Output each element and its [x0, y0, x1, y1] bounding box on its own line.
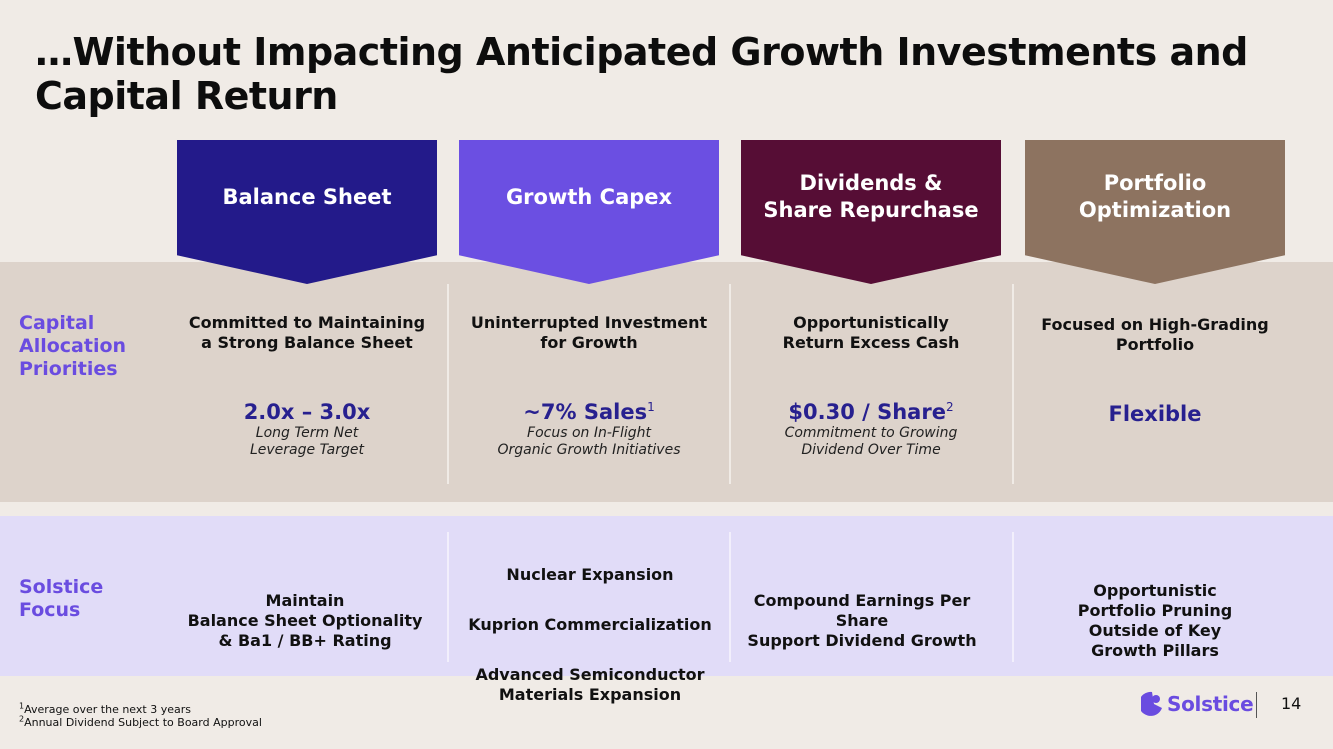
priority-subtext: Commitment to Growing Dividend Over Time [784, 425, 958, 458]
pillar-balance-sheet: Balance Sheet [177, 140, 437, 284]
footnote-ref: 2 [945, 400, 954, 414]
column-divider [447, 532, 449, 662]
focus-item: Maintain Balance Sheet Optionality & Ba1… [187, 591, 423, 650]
solstice-focus-band [0, 516, 1333, 676]
column-divider [729, 284, 731, 484]
focus-growth-capex: Nuclear Expansion Kuprion Commercializat… [455, 545, 725, 725]
focus-item: Kuprion Commercialization [468, 615, 712, 634]
priority-heading: Opportunistically Return Excess Cash [782, 313, 960, 352]
focus-portfolio-optimization: Opportunistic Portfolio Pruning Outside … [1020, 561, 1290, 681]
pillar-label: Growth Capex [505, 184, 673, 209]
focus-item: Opportunistic Portfolio Pruning Outside … [1077, 581, 1233, 660]
focus-balance-sheet: Maintain Balance Sheet Optionality & Ba1… [170, 571, 440, 671]
column-divider [729, 532, 731, 662]
pillar-label: Dividends & Share Repurchase [763, 171, 979, 222]
solstice-logo: Solstice [1141, 691, 1254, 717]
priority-heading: Uninterrupted Investment for Growth [470, 313, 708, 352]
focus-dividends: Compound Earnings Per Share Support Divi… [727, 571, 997, 671]
logo-divider [1256, 692, 1257, 718]
row-label-solstice-focus: Solstice Focus [19, 576, 104, 621]
pillar-label: Portfolio Optimization [1078, 171, 1232, 222]
page-number: 14 [1281, 694, 1302, 713]
footnotes: 1Average over the next 3 years 2Annual D… [19, 701, 262, 729]
priority-heading: Committed to Maintaining a Strong Balanc… [188, 313, 426, 352]
focus-item: Nuclear Expansion [506, 565, 674, 584]
focus-item: Advanced Semiconductor Materials Expansi… [475, 665, 705, 704]
priority-heading: Focused on High-Grading Portfolio [1041, 315, 1269, 354]
priority-metric: ~7% Sales1 [523, 400, 655, 424]
pillar-label: Balance Sheet [222, 184, 392, 209]
priority-portfolio-optimization: Focused on High-Grading Portfolio Flexib… [1020, 315, 1290, 427]
column-divider [1012, 532, 1014, 662]
column-divider [447, 284, 449, 484]
priority-metric: Flexible [1108, 402, 1202, 426]
priority-growth-capex: Uninterrupted Investment for Growth ~7% … [454, 313, 724, 459]
capital-allocation-band [0, 262, 1333, 502]
focus-item: Compound Earnings Per Share Support Divi… [747, 591, 977, 650]
priority-metric: $0.30 / Share2 [788, 400, 954, 424]
page-title: …Without Impacting Anticipated Growth In… [35, 30, 1248, 118]
row-label-capital-allocation-priorities: Capital Allocation Priorities [19, 312, 127, 380]
pillar-portfolio-optimization: Portfolio Optimization [1025, 140, 1285, 284]
priority-metric: 2.0x – 3.0x [243, 400, 371, 424]
priority-subtext: Focus on In-Flight Organic Growth Initia… [497, 425, 681, 458]
priority-dividends: Opportunistically Return Excess Cash $0.… [736, 313, 1006, 459]
column-divider [1012, 284, 1014, 484]
footnote-ref: 1 [647, 400, 655, 414]
pillar-growth-capex: Growth Capex [459, 140, 719, 284]
pillar-dividends-share-repurchase: Dividends & Share Repurchase [741, 140, 1001, 284]
footnote: 2Annual Dividend Subject to Board Approv… [19, 714, 262, 729]
priority-balance-sheet: Committed to Maintaining a Strong Balanc… [172, 313, 442, 459]
logo-text: Solstice [1167, 692, 1254, 716]
solstice-logo-icon [1141, 691, 1162, 716]
priority-subtext: Long Term Net Leverage Target [249, 425, 364, 458]
footnote: 1Average over the next 3 years [19, 701, 191, 716]
